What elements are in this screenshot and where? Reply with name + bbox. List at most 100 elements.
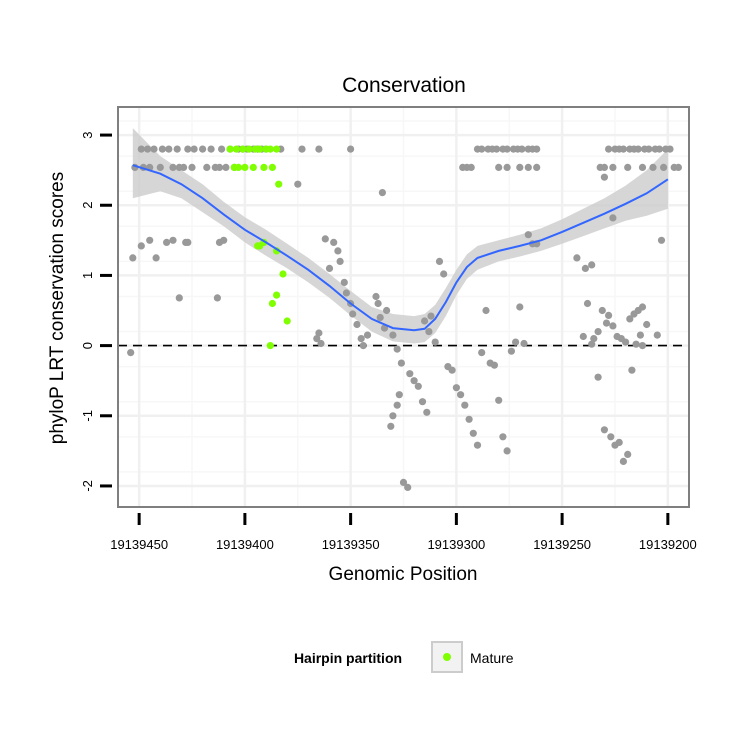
data-point-other [175,294,183,302]
data-point-other [609,163,617,171]
data-point-mature [268,163,276,171]
data-point-other [524,231,532,239]
data-point-other [213,294,221,302]
data-point-other [467,163,475,171]
data-point-other [602,319,611,327]
data-point-other [298,145,306,153]
data-point-mature [266,342,274,350]
data-point-other [588,261,596,269]
y-tick-label: 3 [80,131,95,138]
data-point-other [440,270,448,278]
data-point-other [638,342,647,350]
data-point-other [215,163,224,171]
data-point-other [594,328,602,336]
data-point-other [129,254,137,262]
data-point-other [406,370,414,378]
data-point-other [448,366,456,374]
data-point-other [581,264,590,272]
data-point-other [473,441,482,449]
data-point-other [378,189,386,197]
data-point-other [169,163,177,171]
data-point-mature [283,317,291,325]
data-point-other [478,145,486,153]
data-point-other [357,335,365,343]
data-point-other [222,163,230,171]
data-point-other [342,289,350,297]
data-point-mature [256,145,264,153]
data-point-other [600,173,609,181]
data-point-other [657,236,666,244]
data-point-other [511,338,520,346]
data-point-other [579,332,587,341]
confidence-band [132,128,668,344]
x-tick-label: 19139350 [322,537,380,552]
data-point-other [634,145,642,153]
data-point-other [397,359,405,367]
data-point-other [425,328,433,336]
data-point-mature [273,291,281,299]
data-point-mature [245,145,253,153]
data-point-other [207,145,215,153]
data-point-other [435,257,444,265]
data-point-mature [275,180,283,188]
data-point-other [315,329,323,337]
data-point-other [387,422,395,430]
data-point-other [609,322,617,330]
data-point-other [353,320,361,329]
data-point-other [410,377,418,385]
data-point-other [315,145,323,153]
data-point-other [184,238,192,246]
data-point-other [144,145,152,153]
data-point-other [347,145,355,153]
data-point-mature [239,145,247,153]
x-tick-label: 19139300 [427,537,485,552]
y-tick-label: -2 [80,480,95,492]
data-point-other [495,396,503,404]
data-point-other [624,450,632,458]
data-point-other [607,433,615,441]
data-point-other [330,238,338,246]
data-point-other [190,145,198,153]
x-tick-label: 19139400 [216,537,274,552]
legend-key-dot [443,653,451,661]
data-point-other [507,347,515,355]
data-point-other [624,163,632,171]
data-point-other [638,303,647,311]
legend-title: Hairpin partition [294,650,402,666]
data-point-other [321,235,329,243]
data-point-other [605,311,613,319]
data-point-other [399,478,408,486]
data-point-other [619,457,628,465]
data-point-other [156,163,164,171]
data-point-other [188,163,196,171]
data-point-other [146,236,154,244]
data-point-other [173,145,181,153]
data-point-other [461,401,469,409]
data-point-other [389,412,397,420]
data-point-other [605,145,613,153]
data-point-other [199,145,207,153]
data-point-other [499,433,507,441]
data-point-other [184,145,192,153]
data-point-other [490,361,498,369]
data-point-other [619,145,628,153]
data-point-other [389,331,397,339]
data-point-other [645,145,653,153]
data-point-other [127,349,135,357]
data-point-other [598,306,606,315]
x-tick-label: 19139450 [110,537,168,552]
data-point-mature [279,270,287,278]
data-point-mature [273,145,281,153]
data-point-other [317,339,325,348]
data-point-other [638,163,647,171]
data-point-other [158,145,166,153]
data-point-other [632,340,640,348]
data-point-other [626,315,634,323]
data-point-other [383,306,391,315]
data-point-other [518,145,526,153]
plot-frame [117,106,690,508]
data-point-other [583,299,592,308]
data-point-other [165,145,173,153]
data-point-other [137,242,145,250]
